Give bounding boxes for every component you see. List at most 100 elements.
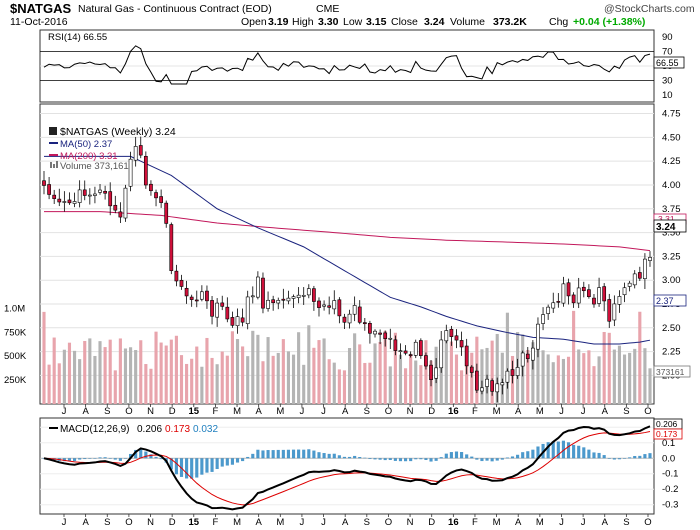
volume-bar <box>424 340 428 404</box>
candle-body <box>612 303 617 321</box>
candle-body <box>388 337 393 340</box>
candle-body <box>383 332 388 339</box>
rsi-tick-label: 10 <box>662 90 673 101</box>
macd-histogram-bar <box>98 457 102 459</box>
x-tick-label: J <box>62 406 67 417</box>
volume-bar <box>67 342 72 404</box>
macd-tick-label: 0.1 <box>662 438 675 449</box>
volume-bar <box>281 339 285 404</box>
candle-body <box>261 277 265 309</box>
volume-bar <box>403 368 408 404</box>
candle-body <box>434 367 438 379</box>
candle-body <box>429 364 433 380</box>
volume-bar <box>215 364 219 404</box>
x-tick-label: J <box>559 406 564 417</box>
volume-bar <box>373 343 377 404</box>
exchange: CME <box>316 3 339 15</box>
price-tick-label: 3.00 <box>662 275 681 286</box>
volume-bar <box>439 342 443 404</box>
candle-body <box>77 189 82 203</box>
x-tick-label: S <box>104 406 110 417</box>
candle-body <box>413 341 418 356</box>
macd-histogram-bar <box>123 458 128 459</box>
candle-body <box>439 339 444 369</box>
volume-bar <box>210 357 214 404</box>
candle-body <box>368 322 372 334</box>
volume-bar <box>541 350 545 404</box>
macd-histogram-bar <box>347 456 352 459</box>
macd-histogram-bar <box>592 452 596 459</box>
candle-body <box>149 183 153 192</box>
candle-body <box>474 370 479 391</box>
candle-body <box>317 300 321 308</box>
volume-label: Volume <box>450 16 485 28</box>
macd-histogram-bar <box>403 458 408 462</box>
volume-bar <box>393 332 397 404</box>
volume-bar <box>235 339 240 404</box>
close-label: Close <box>391 16 418 28</box>
ma200-line <box>44 211 651 252</box>
volume-bar <box>495 333 499 404</box>
high-label: High <box>292 16 314 28</box>
macd-histogram-bar <box>67 458 72 462</box>
macd-histogram-bar <box>271 450 275 459</box>
candle-body <box>281 298 286 301</box>
candle-body <box>220 302 225 307</box>
macd-histogram-bar <box>536 446 540 459</box>
macd-histogram-bar <box>393 458 397 461</box>
volume-bar <box>144 364 148 404</box>
macd-histogram-bar <box>612 458 616 460</box>
volume-bar <box>368 362 372 404</box>
macd-histogram-bar <box>358 457 362 459</box>
macd-histogram-bar <box>154 456 158 459</box>
x-tick-label: J <box>581 517 586 528</box>
candle-body <box>82 189 87 196</box>
candle-body <box>602 286 607 302</box>
x-tick-label: M <box>233 517 241 528</box>
volume-bar <box>454 354 459 404</box>
candle-body <box>118 211 123 218</box>
macd-histogram-bar <box>281 449 285 459</box>
macd-histogram-bar <box>235 458 240 463</box>
macd-histogram-bar <box>638 455 642 459</box>
candle-body <box>459 340 464 348</box>
macd-histogram-bar <box>241 458 245 462</box>
candle-body <box>424 355 428 367</box>
macd-histogram-bar <box>108 458 112 459</box>
volume-bar <box>271 355 275 404</box>
volume-bar <box>648 368 652 404</box>
volume-bar <box>154 331 158 404</box>
high-value: 3.30 <box>318 16 339 28</box>
x-tick-label: J <box>300 406 305 417</box>
macd-histogram-bar <box>414 458 418 460</box>
volume-bar <box>169 339 173 404</box>
candle-body <box>597 287 601 304</box>
volume-bar <box>383 330 387 404</box>
macd-histogram-bar <box>449 452 453 459</box>
macd-histogram-bar <box>93 458 97 459</box>
candle-body <box>408 354 413 356</box>
macd-histogram-bar <box>424 458 428 460</box>
price-tick-label: 4.50 <box>662 132 681 143</box>
macd-histogram-bar <box>439 457 443 459</box>
candle-body <box>164 202 169 224</box>
candle-body <box>541 314 545 324</box>
macd-histogram-bar <box>429 458 433 462</box>
macd-histogram-bar <box>256 449 260 459</box>
candle-body <box>57 198 62 203</box>
volume-bar <box>577 349 581 404</box>
volume-bar <box>72 350 77 404</box>
volume-bar <box>286 351 291 404</box>
macd-histogram-bar <box>342 456 347 459</box>
volume-bar <box>93 355 97 404</box>
macd-histogram-bar <box>648 453 652 459</box>
candle-body <box>627 282 632 287</box>
candle-body <box>480 387 484 392</box>
volume-bar <box>449 341 453 404</box>
candle-body <box>169 224 174 271</box>
macd-histogram-bar <box>322 453 326 459</box>
volume-tag: 373161 <box>656 367 685 377</box>
macd-histogram-bar <box>480 458 484 462</box>
low-label: Low <box>343 16 363 28</box>
